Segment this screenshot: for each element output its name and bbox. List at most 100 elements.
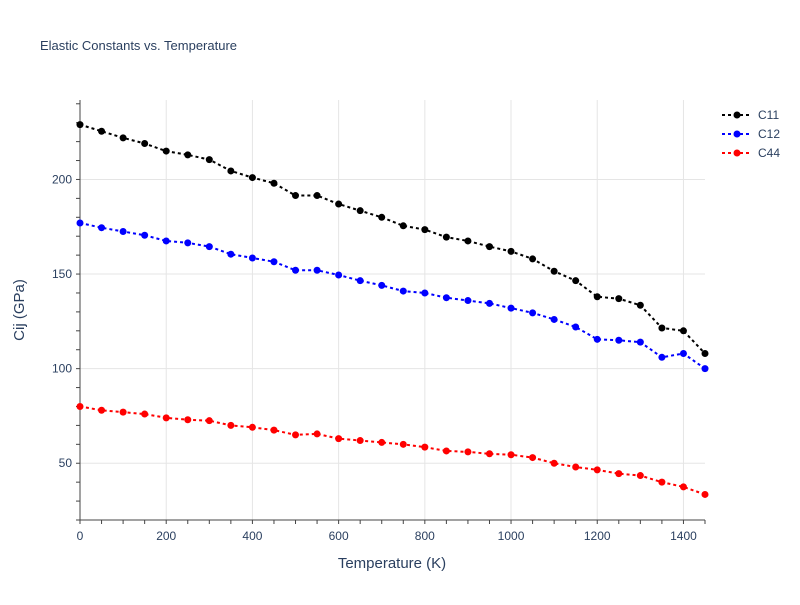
- series-line-c44: [79, 405, 706, 496]
- data-point-c11: [529, 255, 537, 263]
- data-point-c12: [119, 227, 127, 235]
- data-point-c12: [615, 336, 623, 344]
- x-tick-label: 0: [77, 529, 84, 543]
- data-point-c12: [550, 315, 558, 323]
- data-point-c44: [356, 437, 364, 445]
- data-point-c44: [399, 440, 407, 448]
- data-point-c12: [76, 219, 84, 227]
- data-point-c44: [464, 448, 472, 456]
- data-point-c11: [184, 151, 192, 159]
- data-point-c12: [399, 287, 407, 295]
- x-tick-label: 200: [156, 529, 176, 543]
- data-point-c11: [141, 140, 149, 148]
- y-tick-label: 150: [52, 267, 72, 281]
- data-point-c12: [248, 254, 256, 262]
- data-point-c11: [442, 233, 450, 241]
- data-point-c12: [593, 335, 601, 343]
- x-tick-label: 600: [329, 529, 349, 543]
- data-point-c12: [356, 277, 364, 285]
- data-point-c11: [270, 179, 278, 187]
- data-point-c44: [593, 466, 601, 474]
- data-point-c44: [485, 450, 493, 458]
- data-point-c11: [507, 247, 515, 255]
- data-point-c11: [636, 301, 644, 309]
- data-point-c12: [658, 353, 666, 361]
- data-point-c44: [184, 416, 192, 424]
- data-point-c11: [335, 200, 343, 208]
- data-point-c44: [335, 435, 343, 443]
- data-point-c11: [658, 324, 666, 332]
- x-axis-title: Temperature (K): [338, 555, 446, 572]
- data-point-c11: [550, 267, 558, 275]
- data-point-c44: [615, 470, 623, 478]
- legend-label: C11: [758, 108, 779, 122]
- data-point-c44: [98, 406, 106, 414]
- series-line-c11: [79, 123, 706, 355]
- data-point-c44: [119, 408, 127, 416]
- data-point-c11: [615, 295, 623, 303]
- data-point-c12: [313, 266, 321, 274]
- axes: 0 200 400 600 800 1000 1200 1400 50 100 150 200: [52, 100, 706, 543]
- data-point-c12: [335, 271, 343, 279]
- data-point-c11: [98, 127, 106, 135]
- data-point-c44: [442, 447, 450, 455]
- series-line-c12: [79, 221, 706, 370]
- data-point-c11: [485, 243, 493, 251]
- data-point-c12: [98, 224, 106, 232]
- legend-label: C44: [758, 146, 780, 160]
- data-point-c44: [270, 426, 278, 434]
- legend: C11 C12 C44: [722, 108, 780, 160]
- data-point-c12: [529, 309, 537, 317]
- data-point-c12: [464, 297, 472, 305]
- data-point-c44: [636, 472, 644, 480]
- x-tick-label: 1200: [584, 529, 611, 543]
- y-axis-title: Cij (GPa): [11, 279, 28, 341]
- data-point-c11: [162, 147, 170, 155]
- data-point-c12: [442, 294, 450, 302]
- data-point-c44: [248, 423, 256, 431]
- grid-lines: [80, 100, 705, 520]
- data-point-c44: [701, 490, 709, 498]
- data-point-c12: [421, 289, 429, 297]
- legend-label: C12: [758, 127, 780, 141]
- y-tick-label: 50: [59, 456, 73, 470]
- data-point-c12: [507, 304, 515, 312]
- data-point-c12: [205, 243, 213, 251]
- data-point-c11: [572, 277, 580, 285]
- data-point-c11: [378, 213, 386, 221]
- data-point-c44: [162, 414, 170, 422]
- data-point-c11: [421, 226, 429, 234]
- legend-swatch-marker: [733, 111, 741, 119]
- y-tick-label: 100: [52, 362, 72, 376]
- data-point-c11: [464, 237, 472, 245]
- data-point-c44: [76, 402, 84, 410]
- x-tick-label: 1400: [670, 529, 697, 543]
- data-point-c11: [248, 174, 256, 182]
- data-point-c11: [399, 222, 407, 230]
- data-point-c12: [162, 237, 170, 245]
- data-point-c11: [205, 156, 213, 164]
- data-point-c11: [313, 192, 321, 200]
- chart-title: Elastic Constants vs. Temperature: [40, 38, 237, 53]
- data-series: [76, 121, 709, 498]
- data-point-c44: [292, 431, 300, 439]
- data-point-c12: [227, 250, 235, 258]
- data-point-c44: [141, 410, 149, 418]
- data-point-c11: [119, 134, 127, 142]
- data-point-c12: [572, 323, 580, 331]
- data-point-c11: [593, 293, 601, 301]
- data-point-c44: [421, 443, 429, 451]
- data-point-c44: [205, 417, 213, 425]
- legend-swatch-marker: [733, 149, 741, 157]
- data-point-c44: [550, 459, 558, 467]
- x-tick-label: 800: [415, 529, 435, 543]
- data-point-c12: [292, 266, 300, 274]
- data-point-c11: [679, 327, 687, 335]
- data-point-c12: [184, 239, 192, 247]
- data-point-c11: [292, 192, 300, 200]
- data-point-c44: [658, 478, 666, 486]
- x-tick-label: 400: [242, 529, 262, 543]
- data-point-c12: [679, 350, 687, 358]
